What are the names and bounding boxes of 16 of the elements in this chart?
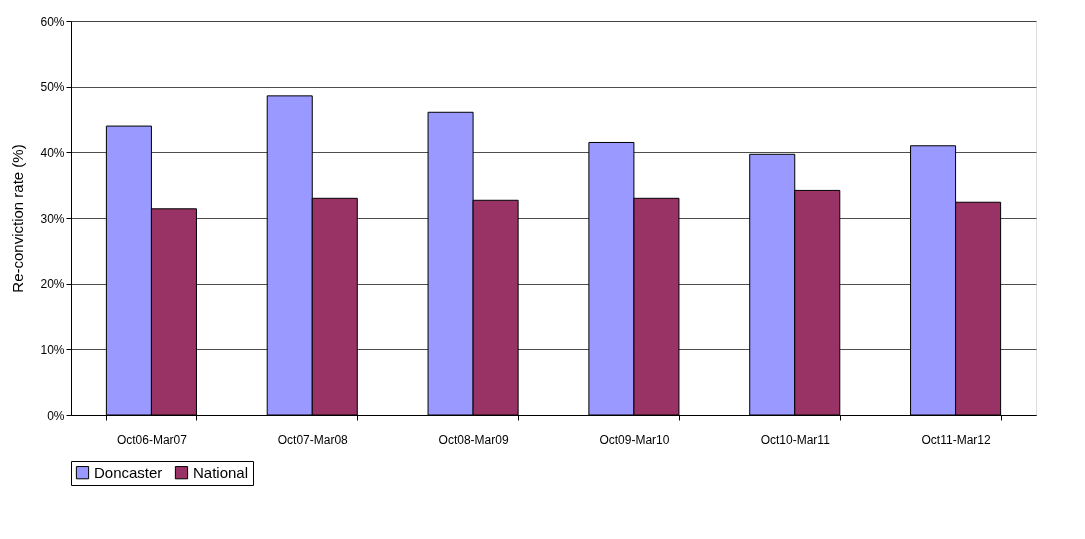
y-axis-title: Re-conviction rate (%) <box>9 144 27 293</box>
legend-label: National <box>193 463 249 481</box>
x-tick-label: Oct09-Mar10 <box>599 432 670 447</box>
y-tick-label: 0% <box>47 408 65 423</box>
legend-label: Doncaster <box>94 463 163 481</box>
y-tick-label: 30% <box>40 211 65 226</box>
x-tick-label: Oct10-Mar11 <box>760 432 831 447</box>
y-tick-label: 50% <box>40 80 65 95</box>
y-tick-label: 20% <box>40 277 65 292</box>
y-tick-label: 60% <box>40 14 65 29</box>
x-tick-label: Oct08-Mar09 <box>438 432 509 447</box>
y-tick-label: 40% <box>40 145 65 160</box>
x-tick-label: Oct11-Mar12 <box>921 432 991 447</box>
x-tick-label: Oct06-Mar07 <box>116 432 188 447</box>
x-tick-label: Oct07-Mar08 <box>277 432 349 447</box>
y-tick-label: 10% <box>40 342 65 357</box>
